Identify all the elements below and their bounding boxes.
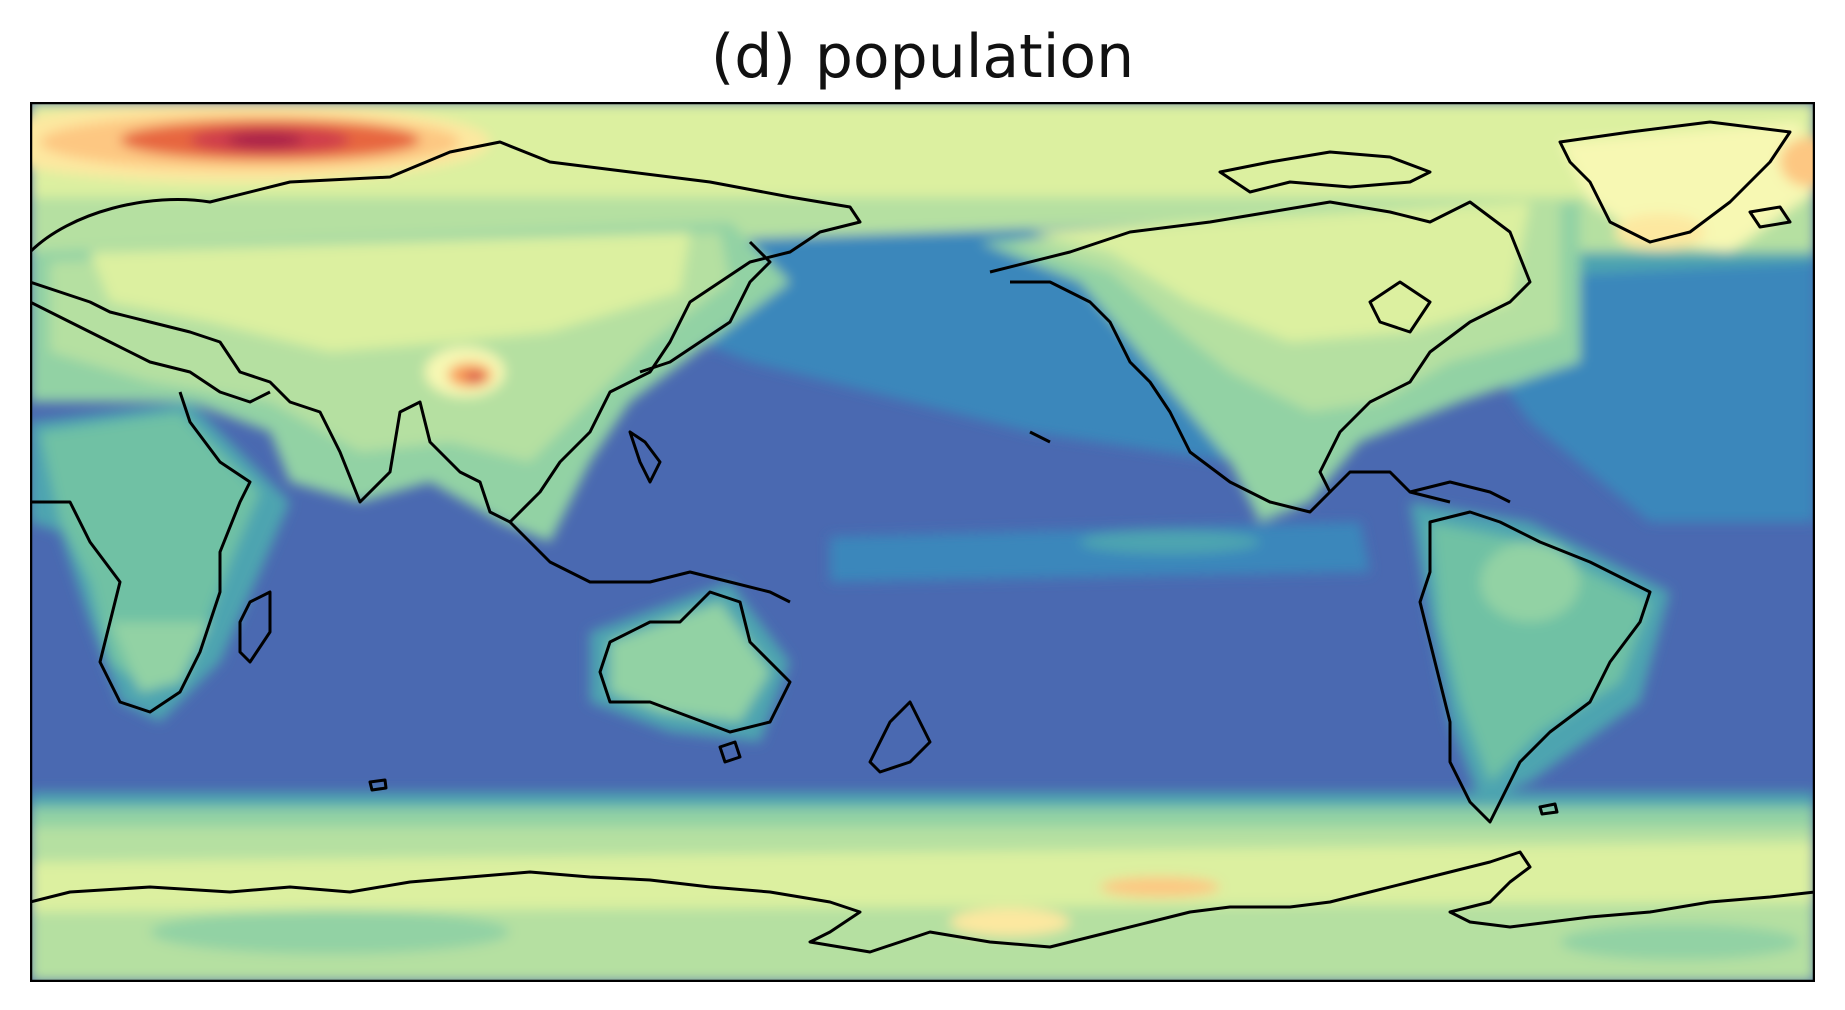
antarctica-green-patch-2 [1560, 924, 1800, 960]
north-america-yellow [1030, 202, 1530, 342]
arctic-islands-coast [1218, 150, 1432, 194]
greenland-orange [1615, 214, 1705, 250]
greenland-yellow [1560, 122, 1815, 252]
hudson-coast [1368, 280, 1432, 334]
south-band-yellow [30, 842, 1815, 912]
australia-coast [598, 590, 792, 734]
eurasia-yellowgreen [90, 232, 690, 352]
falklands-coast [1538, 802, 1559, 816]
japan-coast [639, 240, 772, 374]
gulf-coast [1328, 470, 1451, 504]
south-america-lightgreen [1480, 542, 1580, 622]
pacific-tropic-light [1080, 530, 1260, 554]
new-zealand-coast [868, 700, 932, 774]
pacific-island-coast [368, 778, 388, 792]
greenland-coast [1558, 120, 1792, 244]
antarctica-cream-spot [950, 908, 1070, 936]
coastlines [30, 120, 1815, 954]
map-frame [30, 102, 1815, 982]
arctic-spot-east [1780, 137, 1815, 187]
south-america-coast [1418, 510, 1652, 824]
iceland-coast [1748, 205, 1792, 229]
antarctica-orange-spot [1100, 877, 1220, 897]
map-title: (d) population [710, 22, 1135, 92]
africa-coast [30, 391, 252, 714]
contour-fields [30, 102, 1815, 982]
africa-southern-green [110, 622, 210, 692]
eurasia-coast [30, 140, 862, 524]
australia-green [610, 602, 770, 722]
arctic-hotspot-darkred [227, 132, 303, 148]
antarctica-green-patch [150, 910, 510, 954]
antarctica-coast [30, 850, 1815, 954]
indonesia-coast [508, 520, 791, 604]
tasmania-coast [718, 740, 742, 764]
madagascar-coast [238, 590, 272, 664]
hawaii-coast [1029, 430, 1051, 444]
europe-coast [30, 300, 271, 404]
world-contour-map [30, 102, 1815, 982]
philippines-coast [628, 430, 662, 484]
north-america-coast [989, 200, 1532, 514]
caribbean-coast [1409, 480, 1511, 504]
tibet-hotspot-red [465, 372, 485, 382]
